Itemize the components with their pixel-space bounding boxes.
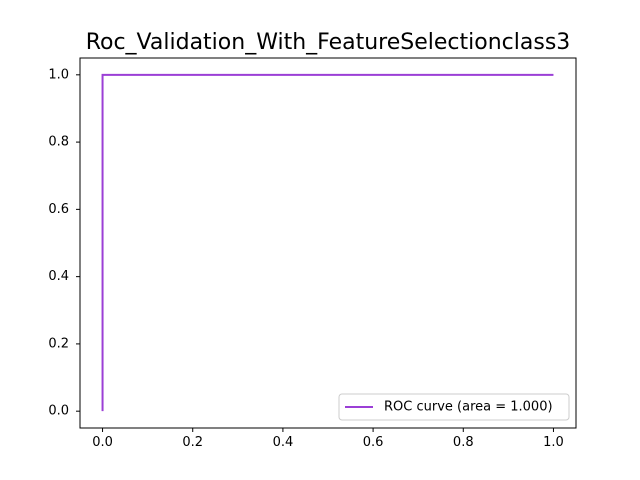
y-tick-label: 1.0 [48, 67, 69, 82]
roc-curve-line [101, 73, 554, 412]
x-tick-label: 0.8 [453, 435, 474, 450]
y-tick-label: 0.2 [48, 336, 69, 351]
legend-box [338, 393, 570, 421]
y-tick-label: 0.6 [48, 202, 69, 217]
series-layer [101, 73, 554, 412]
legend: ROC curve (area = 1.000) [338, 393, 570, 421]
y-axis: 0.0 0.2 0.4 0.6 0.8 1.0 [48, 67, 80, 419]
x-tick-label: 0.6 [363, 435, 384, 450]
chart-title: Roc_Validation_With_FeatureSelectionclas… [86, 30, 571, 55]
plot-frame [79, 57, 577, 429]
x-axis: 0.0 0.2 0.4 0.6 0.8 1.0 [92, 428, 564, 450]
x-tick-label: 0.4 [273, 435, 294, 450]
legend-label: ROC curve (area = 1.000) [384, 400, 553, 415]
x-tick-label: 0.2 [182, 435, 203, 450]
y-tick-label: 0.0 [48, 404, 69, 419]
y-tick-label: 0.8 [48, 135, 69, 150]
x-tick-label: 1.0 [543, 435, 564, 450]
y-tick-label: 0.4 [48, 269, 69, 284]
x-tick-label: 0.0 [92, 435, 113, 450]
plot-area [79, 57, 577, 429]
